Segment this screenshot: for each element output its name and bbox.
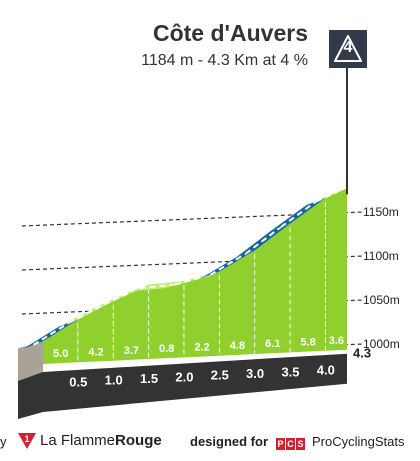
- gradient-label: 5.0: [53, 348, 68, 360]
- flamme-rouge-flag-icon: 1: [18, 433, 36, 449]
- segment-face: [184, 271, 220, 358]
- designed-for-text: designed for: [190, 434, 269, 449]
- section-center-line: [209, 252, 247, 276]
- section-top: [130, 281, 185, 292]
- section-center-line: [315, 190, 338, 203]
- segment-face: [78, 300, 114, 363]
- section-center-line: [139, 283, 175, 290]
- distance-tick-label: 2.5: [211, 368, 229, 383]
- distance-end-label: 4.3: [353, 346, 371, 361]
- category-label: 4: [343, 39, 353, 56]
- procyclingstats-link[interactable]: ProCyclingStats: [312, 434, 405, 449]
- segment-face: [113, 284, 150, 361]
- footer-left-text: y: [0, 434, 7, 449]
- brand-suffix: Rouge: [115, 432, 162, 449]
- gradient-label: 3.7: [124, 345, 139, 357]
- distance-tick-label: 1.0: [105, 373, 123, 388]
- altitude-tick-label: 1100m: [363, 249, 399, 263]
- section-center-line: [244, 226, 282, 255]
- distance-tick-label: 3.0: [246, 366, 264, 381]
- segment-face: [255, 223, 291, 354]
- distance-band: [18, 353, 347, 419]
- altitude-tick-label: 1050m: [363, 293, 400, 307]
- segment-face: [325, 188, 347, 351]
- segment-face: [149, 281, 185, 359]
- gradient-label: 4.8: [230, 340, 245, 352]
- climb-subtitle: 1184 m - 4.3 Km at 4 %: [141, 52, 308, 69]
- gradient-label: 4.2: [88, 347, 103, 359]
- distance-tick-label: 0.5: [69, 374, 87, 389]
- segment-face: [219, 250, 256, 356]
- altitude-tick-label: 1000m: [363, 337, 400, 351]
- gradient-label: 2.2: [194, 342, 209, 354]
- pcs-letter: P: [276, 438, 285, 450]
- gradient-label: 6.1: [265, 338, 280, 350]
- pcs-letter: C: [286, 438, 295, 450]
- gradient-label: 0.8: [159, 343, 174, 355]
- altitude-tick-label: 1150m: [363, 205, 399, 219]
- climb-profile-chart: 1000m 1050m 1100m 1150m 5.0 4.2 3.7 0.8 2.2 4.8 6.…: [18, 68, 400, 419]
- distance-tick-label: 1.5: [140, 371, 158, 386]
- profile-area: [18, 68, 348, 419]
- section-center-line: [280, 200, 317, 228]
- section-center-line: [68, 303, 105, 324]
- distance-tick-label: 2.0: [175, 369, 193, 384]
- segment-face: [43, 319, 79, 364]
- altitude-gridline: [21, 211, 364, 227]
- distance-tick-label: 4.0: [317, 363, 335, 378]
- altitude-gridline: [21, 255, 364, 271]
- gradient-label: 3.6: [329, 335, 344, 347]
- category-badge: 4: [329, 30, 367, 68]
- segment-face: [290, 197, 326, 353]
- climb-title: Côte d'Auvers: [152, 20, 308, 46]
- chart-labels: 1000m 1050m 1100m 1150m 5.0 4.2 3.7 0.8 2.2 4.8 6.…: [53, 205, 400, 389]
- pcs-letter: S: [296, 438, 305, 450]
- section-center-line: [32, 322, 70, 346]
- flag-number: 1: [24, 434, 29, 444]
- brand-prefix: La Flamme: [40, 432, 116, 449]
- gradient-label: 5.8: [300, 337, 315, 349]
- triangle-icon: [334, 35, 362, 62]
- footer-brand[interactable]: La FlammeRouge: [40, 432, 162, 449]
- distance-tick-label: 3.5: [281, 364, 299, 379]
